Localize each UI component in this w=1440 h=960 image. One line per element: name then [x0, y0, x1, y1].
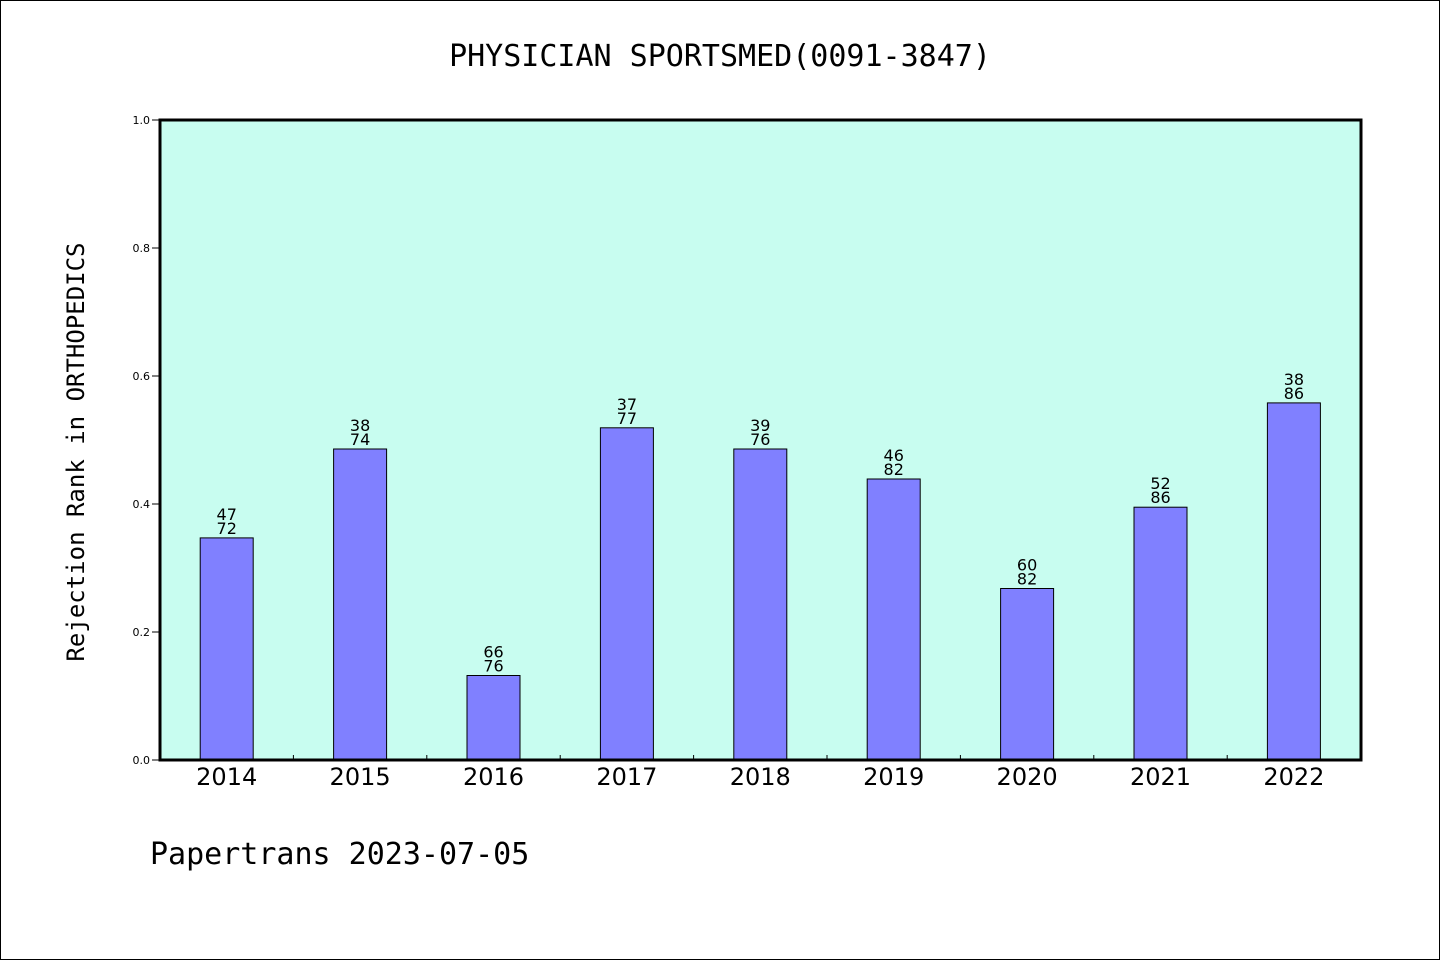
bar-label-top-2015: 38: [350, 416, 370, 435]
x-tick-label-2020: 2020: [997, 763, 1058, 791]
bar-2016: [466, 675, 521, 761]
bar-label-top-2022: 38: [1284, 370, 1304, 389]
x-tick-label-2016: 2016: [463, 763, 524, 791]
bar-label-bottom-2021: 86: [1150, 488, 1170, 507]
bar-label-top-2021: 52: [1150, 474, 1170, 493]
bar-2014: [199, 537, 254, 761]
y-axis-label: Rejection Rank in ORTHOPEDICS: [62, 242, 90, 661]
x-tick-label-2017: 2017: [596, 763, 657, 791]
bar-label-top-2020: 60: [1017, 556, 1037, 575]
bar-label-bottom-2019: 82: [884, 460, 904, 479]
bar-2017: [599, 427, 654, 761]
ticks-layer: 2014 2015 2016 2017 2018 2019 2020 2021 2022 0.0 0…: [133, 114, 1325, 791]
y-tick-label: 0.2: [133, 626, 151, 639]
bar-label-top-2016: 66: [483, 643, 503, 662]
bar-2022: [1266, 402, 1321, 761]
bar-label-bottom-2017: 77: [617, 409, 637, 428]
x-tick-label-2014: 2014: [196, 763, 257, 791]
y-tick-label: 0.8: [133, 242, 151, 255]
x-tick-label-2019: 2019: [863, 763, 924, 791]
bar-2019: [866, 478, 921, 761]
chart-title: PHYSICIAN SPORTSMED(0091-3847): [449, 39, 991, 74]
x-tick-label-2021: 2021: [1130, 763, 1191, 791]
x-tick-label-2018: 2018: [730, 763, 791, 791]
x-tick-label-2015: 2015: [330, 763, 391, 791]
bar-2015: [333, 448, 388, 761]
bar-label-top-2019: 46: [884, 446, 904, 465]
bar-label-bottom-2022: 86: [1284, 384, 1304, 403]
bar-2020: [1000, 588, 1055, 761]
bar-label-bottom-2015: 74: [350, 430, 370, 449]
bar-2021: [1133, 506, 1188, 761]
bar-label-bottom-2018: 76: [750, 430, 770, 449]
y-tick-label: 1.0: [133, 114, 151, 127]
bars-layer: [199, 402, 1321, 761]
bar-2018: [733, 448, 788, 761]
bar-label-top-2014: 47: [217, 505, 237, 524]
y-tick-label: 0.4: [133, 498, 151, 511]
y-tick-label: 0.6: [133, 370, 151, 383]
bar-label-bottom-2014: 72: [217, 519, 237, 538]
bar-label-bottom-2016: 76: [483, 657, 503, 676]
footer-source-date: Papertrans 2023-07-05: [150, 837, 529, 872]
plot-border: [158, 118, 1363, 762]
x-tick-label-2022: 2022: [1263, 763, 1324, 791]
y-tick-label: 0.0: [133, 754, 151, 767]
bar-label-top-2018: 39: [750, 416, 770, 435]
bar-label-bottom-2020: 82: [1017, 570, 1037, 589]
bar-label-top-2017: 37: [617, 395, 637, 414]
